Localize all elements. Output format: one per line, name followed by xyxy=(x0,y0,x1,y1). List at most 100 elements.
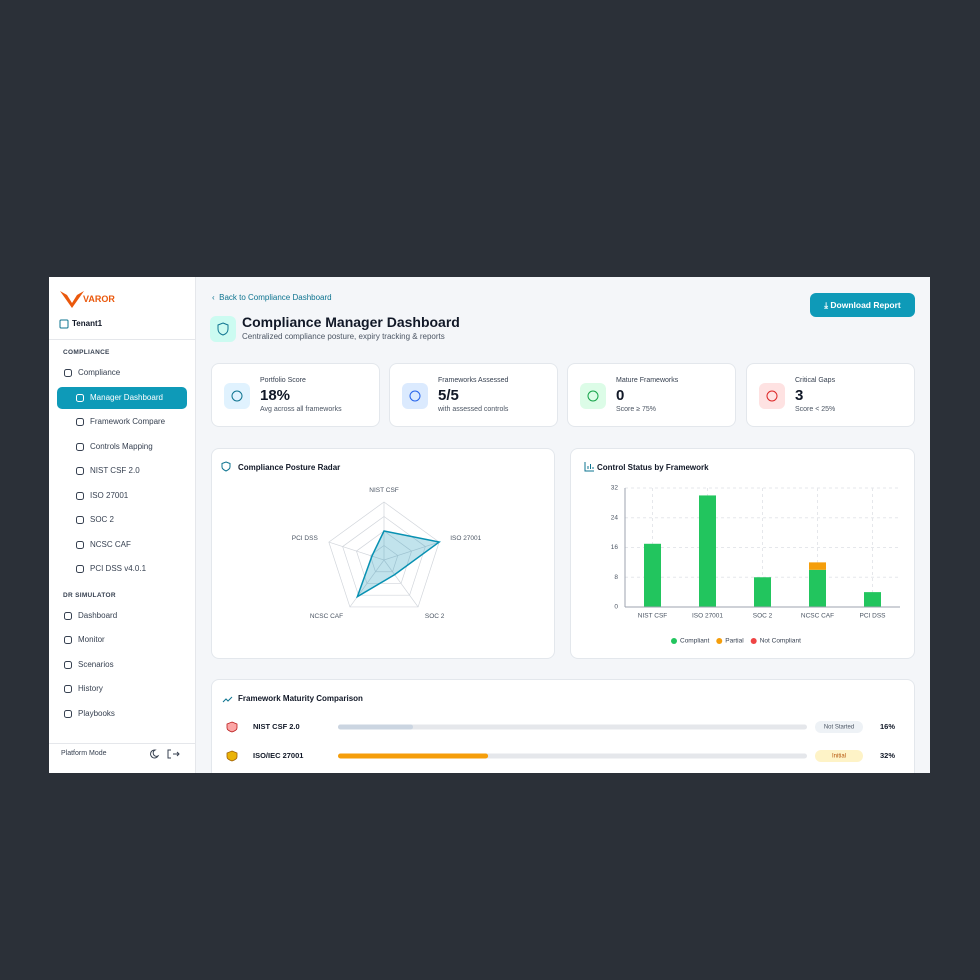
logo-icon xyxy=(60,291,84,308)
nav-item[interactable]: Dashboard xyxy=(78,610,118,620)
stat-value: 18% xyxy=(260,387,291,404)
row-name: NIST CSF 2.0 xyxy=(253,722,300,731)
tenant[interactable]: Tenant1 xyxy=(72,319,103,328)
nav-item[interactable]: Scenarios xyxy=(78,659,114,669)
footer-icons[interactable] xyxy=(149,749,184,759)
chart-title: Control Status by Framework xyxy=(597,463,709,472)
download-button[interactable]: ⤓ Download Report xyxy=(810,293,915,317)
bar-card xyxy=(570,448,915,659)
logo: VAROR xyxy=(83,294,115,304)
stat-card: Portfolio Score 18% Avg across all framewo… xyxy=(211,363,380,427)
stat-value: 5/5 xyxy=(438,387,459,404)
radar-label: PCI DSS xyxy=(292,535,319,542)
progress-bar xyxy=(338,753,489,759)
radar-ring xyxy=(342,516,426,596)
stat-note: Score < 25% xyxy=(795,406,836,413)
legend-swatch xyxy=(671,638,677,644)
x-tick-label: ISO 27001 xyxy=(692,613,723,620)
nav-item[interactable]: Playbooks xyxy=(78,708,115,718)
radar-spoke xyxy=(328,541,385,561)
radar-card xyxy=(211,448,555,659)
nav-icon-shape xyxy=(64,636,72,644)
legend-swatch xyxy=(750,638,757,644)
nav-icon-shape xyxy=(76,516,84,524)
nav-icon xyxy=(76,442,84,451)
sidebar: VAROR Tenant1 COMPLIANCE Compliance Manage… xyxy=(49,277,196,773)
nav-item[interactable]: Compliance xyxy=(78,368,121,377)
back-text[interactable]: Back to Compliance Dashboard xyxy=(219,293,332,302)
stat-label: Mature Frameworks xyxy=(616,377,679,384)
row-icon xyxy=(226,721,238,733)
active-item-bg[interactable] xyxy=(57,386,187,409)
nav-icon-shape xyxy=(64,685,72,693)
nav-icon xyxy=(76,540,84,549)
legend-label: Partial xyxy=(725,638,744,645)
nav-icon-shape xyxy=(76,418,84,426)
nav-icon xyxy=(76,516,84,524)
nav-item[interactable]: NIST CSF 2.0 xyxy=(90,466,140,475)
nav-icon xyxy=(64,636,72,644)
nav-icon xyxy=(64,660,72,669)
back-link[interactable]: ‹ Back to Compliance Dashboard xyxy=(212,293,332,302)
nav-icon xyxy=(76,393,84,402)
footer: Platform Mode xyxy=(61,750,107,757)
stat-value: 3 xyxy=(795,387,804,404)
y-tick-label: 0 xyxy=(614,604,618,611)
nav-icon xyxy=(76,418,84,426)
nav-icon-shape xyxy=(76,467,84,475)
y-tick-label: 16 xyxy=(611,544,619,551)
status-badge xyxy=(815,721,863,733)
stat-note: Score ≥ 75% xyxy=(616,406,657,413)
nav-item[interactable]: PCI DSS v4.0.1 xyxy=(90,564,147,573)
stat-icon xyxy=(580,383,606,409)
nav-icon-shape xyxy=(64,611,72,620)
bar-segment xyxy=(809,562,826,570)
radar-spoke xyxy=(349,559,385,608)
stat-card: Mature Frameworks 0 Score ≥ 75% xyxy=(567,363,736,427)
nav-icon-shape xyxy=(64,660,72,669)
nav-icon-shape xyxy=(76,491,84,500)
x-tick-label: NCSC CAF xyxy=(801,613,834,620)
nav-icon xyxy=(64,685,72,693)
stat-card: Frameworks Assessed 5/5 with assessed cont… xyxy=(389,363,558,427)
nav-item[interactable]: ISO 27001 xyxy=(90,490,129,500)
radar-label: SOC 2 xyxy=(425,613,445,620)
nav-icon-shape xyxy=(76,393,84,402)
stat-label: Portfolio Score xyxy=(260,377,306,384)
nav-icon xyxy=(76,467,84,475)
title-icon xyxy=(222,696,233,703)
stat-card: Critical Gaps 3 Score < 25% xyxy=(746,363,915,427)
nav-icon-shape xyxy=(76,442,84,451)
nav-icon-shape xyxy=(64,709,72,718)
nav-item[interactable]: Controls Mapping xyxy=(90,441,153,451)
stat-icon xyxy=(402,383,428,409)
divider xyxy=(49,743,195,744)
title-icon xyxy=(210,316,236,342)
bar-segment xyxy=(864,592,881,607)
y-tick-label: 24 xyxy=(611,514,619,521)
nav-item[interactable]: Monitor xyxy=(78,635,105,644)
radar-spoke xyxy=(383,541,440,561)
radar-area xyxy=(355,530,441,599)
y-tick-label: 32 xyxy=(611,485,619,492)
divider xyxy=(49,339,195,340)
x-tick-label: PCI DSS xyxy=(859,613,886,620)
page-title: Compliance Manager Dashboard xyxy=(242,314,460,330)
stat-value: 0 xyxy=(616,387,625,404)
nav-item[interactable]: NCSC CAF xyxy=(90,539,131,549)
legend-label: Compliant xyxy=(680,638,709,645)
nav-item[interactable]: History xyxy=(78,684,103,693)
nav-item[interactable]: Framework Compare xyxy=(90,417,166,426)
row-icon xyxy=(226,750,238,762)
row-name: ISO/IEC 27001 xyxy=(253,751,303,760)
stat-icon xyxy=(224,383,250,409)
button-text[interactable]: Download Report xyxy=(830,300,901,310)
x-tick-label: NIST CSF xyxy=(638,613,668,620)
bar-segment xyxy=(754,577,771,607)
title-icon xyxy=(584,462,594,472)
radar-spoke xyxy=(383,559,419,608)
radar-label: NCSC CAF xyxy=(310,613,343,620)
status-badge xyxy=(815,750,863,762)
nav-item[interactable]: Manager Dashboard xyxy=(90,392,163,402)
nav-item[interactable]: SOC 2 xyxy=(90,515,115,524)
